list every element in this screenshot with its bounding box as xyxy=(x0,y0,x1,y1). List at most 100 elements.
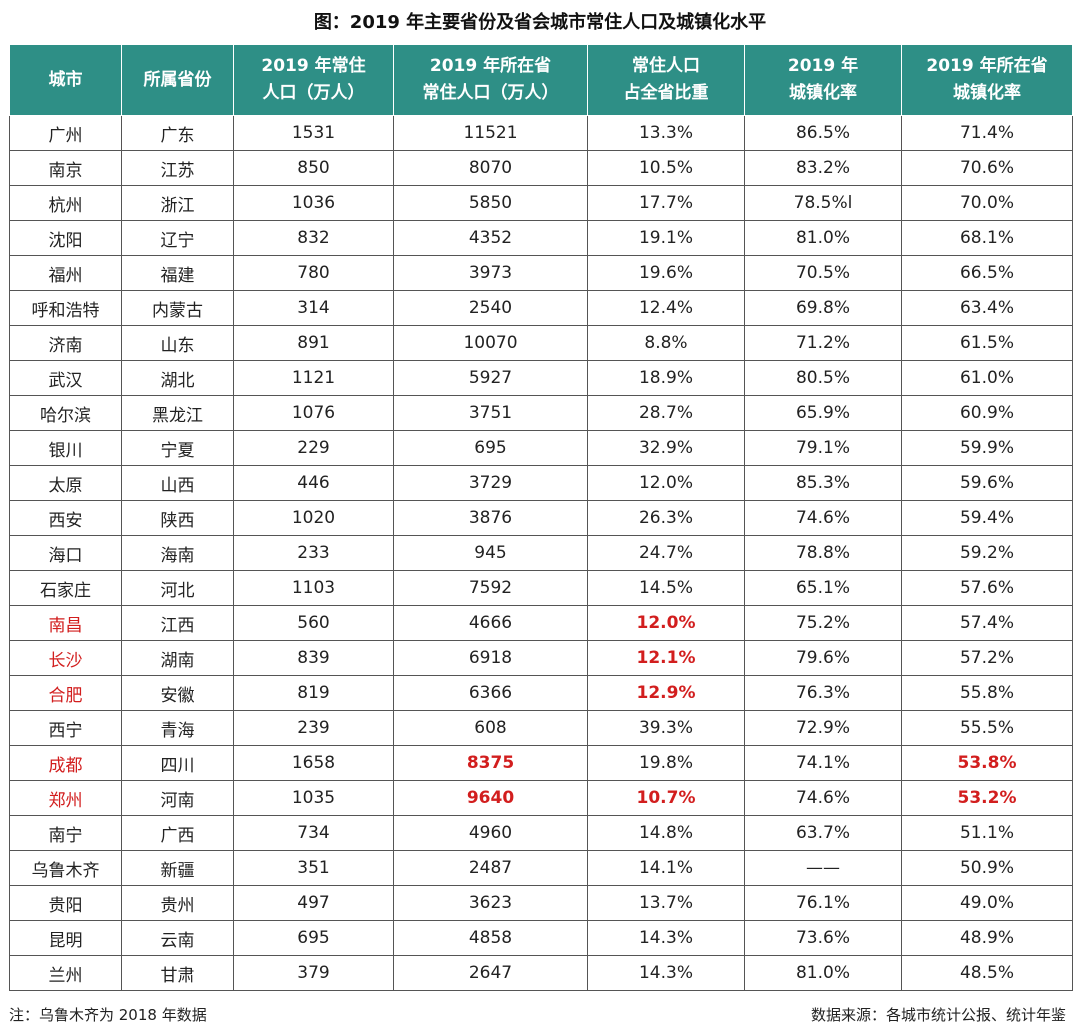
cell-population: 1531 xyxy=(233,115,394,151)
cell-city: 银川 xyxy=(9,430,122,466)
cell-province-urbanization-rate: 55.8% xyxy=(901,675,1073,711)
header-urbanization-rate-line2: 城镇化率 xyxy=(789,83,857,103)
cell-urbanization-rate: 79.1% xyxy=(744,430,902,466)
cell-population: 695 xyxy=(233,920,394,956)
cell-population: 839 xyxy=(233,640,394,676)
cell-province-population: 10070 xyxy=(393,325,588,361)
cell-province-urbanization-rate: 57.4% xyxy=(901,605,1073,641)
cell-urbanization-rate: 71.2% xyxy=(744,325,902,361)
header-province-population: 2019 年所在省 常住人口（万人） xyxy=(393,44,588,116)
cell-population-share: 28.7% xyxy=(587,395,745,431)
cell-population-share: 17.7% xyxy=(587,185,745,221)
cell-city: 南京 xyxy=(9,150,122,186)
cell-urbanization-rate: 76.1% xyxy=(744,885,902,921)
cell-city: 郑州 xyxy=(9,780,122,816)
cell-population: 239 xyxy=(233,710,394,746)
cell-province: 广东 xyxy=(121,115,234,151)
cell-province-urbanization-rate: 57.6% xyxy=(901,570,1073,606)
cell-city: 福州 xyxy=(9,255,122,291)
cell-province-population: 4666 xyxy=(393,605,588,641)
cell-population: 1020 xyxy=(233,500,394,536)
cell-urbanization-rate: —— xyxy=(744,850,902,886)
cell-city: 海口 xyxy=(9,535,122,571)
table-row: 合肥 安徽 819 6366 12.9% 76.3% 55.8% xyxy=(9,675,1073,711)
table-row: 哈尔滨 黑龙江 1076 3751 28.7% 65.9% 60.9% xyxy=(9,395,1073,431)
header-city: 城市 xyxy=(9,44,122,116)
cell-province: 海南 xyxy=(121,535,234,571)
cell-province-population: 945 xyxy=(393,535,588,571)
cell-province-population: 3623 xyxy=(393,885,588,921)
cell-province: 青海 xyxy=(121,710,234,746)
header-province-line1: 所属省份 xyxy=(143,69,212,90)
cell-population: 1658 xyxy=(233,745,394,781)
header-urbanization-rate: 2019 年城镇化率 xyxy=(744,44,902,116)
table-row: 沈阳 辽宁 832 4352 19.1% 81.0% 68.1% xyxy=(9,220,1073,256)
cell-population-share: 39.3% xyxy=(587,710,745,746)
cell-population-share: 12.0% xyxy=(587,465,745,501)
cell-population-share: 32.9% xyxy=(587,430,745,466)
table-row: 乌鲁木齐 新疆 351 2487 14.1% —— 50.9% xyxy=(9,850,1073,886)
cell-population-share: 10.7% xyxy=(587,780,745,816)
cell-province: 甘肃 xyxy=(121,955,234,991)
header-population-line1: 2019 年常住 xyxy=(261,56,366,76)
table-row: 广州 广东 1531 11521 13.3% 86.5% 71.4% xyxy=(9,115,1073,151)
cell-urbanization-rate: 79.6% xyxy=(744,640,902,676)
header-province-urbanization-rate-line1: 2019 年所在省 xyxy=(926,56,1048,76)
table-row: 西安 陕西 1020 3876 26.3% 74.6% 59.4% xyxy=(9,500,1073,536)
cell-province-population: 4858 xyxy=(393,920,588,956)
cell-population: 351 xyxy=(233,850,394,886)
header-population: 2019 年常住 人口（万人） xyxy=(233,44,394,116)
cell-population-share: 10.5% xyxy=(587,150,745,186)
cell-province-population: 3751 xyxy=(393,395,588,431)
cell-city: 贵阳 xyxy=(9,885,122,921)
cell-province-population: 2487 xyxy=(393,850,588,886)
footnote: 注：乌鲁木齐为 2018 年数据 xyxy=(9,1006,207,1024)
cell-province-urbanization-rate: 48.5% xyxy=(901,955,1073,991)
cell-province: 四川 xyxy=(121,745,234,781)
cell-population-share: 24.7% xyxy=(587,535,745,571)
cell-province-urbanization-rate: 57.2% xyxy=(901,640,1073,676)
cell-province-population: 9640 xyxy=(393,780,588,816)
cell-population: 233 xyxy=(233,535,394,571)
header-population-share: 常住人口 占全省比重 xyxy=(587,44,745,116)
cell-province-urbanization-rate: 50.9% xyxy=(901,850,1073,886)
cell-province-population: 8375 xyxy=(393,745,588,781)
cell-province: 江西 xyxy=(121,605,234,641)
cell-city: 石家庄 xyxy=(9,570,122,606)
cell-urbanization-rate: 85.3% xyxy=(744,465,902,501)
cell-province: 辽宁 xyxy=(121,220,234,256)
cell-province-urbanization-rate: 60.9% xyxy=(901,395,1073,431)
cell-province: 河北 xyxy=(121,570,234,606)
table-row: 杭州 浙江 1036 5850 17.7% 78.5%l 70.0% xyxy=(9,185,1073,221)
table-row: 兰州 甘肃 379 2647 14.3% 81.0% 48.5% xyxy=(9,955,1073,991)
cell-province-population: 608 xyxy=(393,710,588,746)
cell-population: 891 xyxy=(233,325,394,361)
cell-urbanization-rate: 65.9% xyxy=(744,395,902,431)
cell-city: 杭州 xyxy=(9,185,122,221)
cell-province: 宁夏 xyxy=(121,430,234,466)
cell-province-urbanization-rate: 66.5% xyxy=(901,255,1073,291)
cell-urbanization-rate: 65.1% xyxy=(744,570,902,606)
cell-urbanization-rate: 86.5% xyxy=(744,115,902,151)
cell-province: 山东 xyxy=(121,325,234,361)
table-row: 海口 海南 233 945 24.7% 78.8% 59.2% xyxy=(9,535,1073,571)
table-row: 石家庄 河北 1103 7592 14.5% 65.1% 57.6% xyxy=(9,570,1073,606)
table-row: 济南 山东 891 10070 8.8% 71.2% 61.5% xyxy=(9,325,1073,361)
table-header: 城市 所属省份 2019 年常住 人口（万人） 2019 年所在省 常住人口（万人） 常住人… xyxy=(9,44,1073,116)
cell-population: 497 xyxy=(233,885,394,921)
cell-city: 武汉 xyxy=(9,360,122,396)
data-source: 数据来源：各城市统计公报、统计年鉴 xyxy=(810,1006,1066,1024)
cell-province: 浙江 xyxy=(121,185,234,221)
cell-population: 379 xyxy=(233,955,394,991)
cell-population-share: 12.0% xyxy=(587,605,745,641)
cell-province-population: 6366 xyxy=(393,675,588,711)
table-row: 南昌 江西 560 4666 12.0% 75.2% 57.4% xyxy=(9,605,1073,641)
header-province-population-line1: 2019 年所在省 xyxy=(429,56,552,76)
cell-population-share: 12.4% xyxy=(587,290,745,326)
table-row: 贵阳 贵州 497 3623 13.7% 76.1% 49.0% xyxy=(9,885,1073,921)
cell-province-population: 5850 xyxy=(393,185,588,221)
cell-city: 长沙 xyxy=(9,640,122,676)
cell-city: 沈阳 xyxy=(9,220,122,256)
cell-province: 内蒙古 xyxy=(121,290,234,326)
cell-population: 819 xyxy=(233,675,394,711)
